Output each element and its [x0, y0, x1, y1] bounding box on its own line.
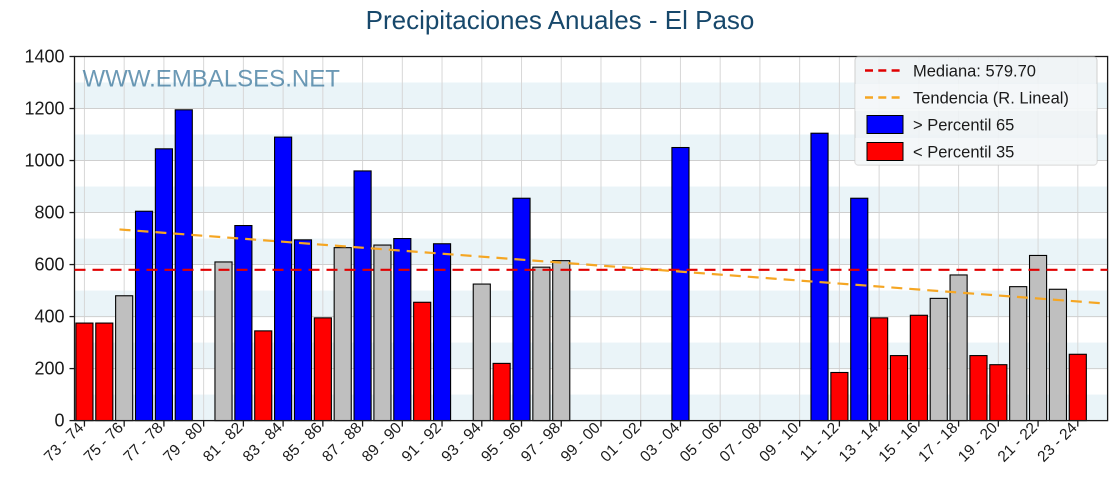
svg-text:85 - 86: 85 - 86	[280, 419, 326, 465]
svg-text:83 - 84: 83 - 84	[240, 419, 286, 465]
svg-text:77 - 78: 77 - 78	[121, 419, 167, 465]
svg-text:23 - 24: 23 - 24	[1034, 419, 1080, 465]
svg-text:93 - 94: 93 - 94	[438, 419, 484, 465]
svg-text:1000: 1000	[24, 151, 64, 171]
svg-text:WWW.EMBALSES.NET: WWW.EMBALSES.NET	[83, 66, 341, 93]
svg-text:01 - 02: 01 - 02	[597, 419, 643, 465]
svg-text:19 - 20: 19 - 20	[955, 419, 1001, 465]
svg-text:1200: 1200	[24, 99, 64, 119]
svg-text:97 - 98: 97 - 98	[518, 419, 564, 465]
svg-text:91 - 92: 91 - 92	[399, 419, 445, 465]
svg-text:79 - 80: 79 - 80	[160, 419, 206, 465]
svg-text:75 - 76: 75 - 76	[81, 419, 127, 465]
svg-text:11 - 12: 11 - 12	[797, 419, 842, 464]
svg-text:600: 600	[34, 255, 64, 275]
svg-text:15 - 16: 15 - 16	[876, 419, 922, 465]
svg-text:03 - 04: 03 - 04	[637, 419, 683, 465]
svg-text:99 - 00: 99 - 00	[558, 419, 604, 465]
svg-text:> Percentil 65: > Percentil 65	[913, 117, 1014, 135]
svg-text:05 - 06: 05 - 06	[677, 419, 723, 465]
svg-text:Mediana: 579.70: Mediana: 579.70	[913, 63, 1036, 81]
svg-text:1400: 1400	[24, 47, 64, 67]
svg-text:< Percentil 35: < Percentil 35	[913, 144, 1014, 162]
svg-text:95 - 96: 95 - 96	[478, 419, 524, 465]
svg-text:89 - 90: 89 - 90	[359, 419, 405, 465]
svg-text:07 - 08: 07 - 08	[717, 419, 763, 465]
svg-text:800: 800	[34, 203, 64, 223]
svg-text:17 - 18: 17 - 18	[915, 419, 961, 465]
svg-text:0: 0	[54, 411, 64, 431]
svg-text:13 - 14: 13 - 14	[836, 419, 882, 465]
svg-text:21 - 22: 21 - 22	[995, 419, 1041, 465]
svg-text:87 - 88: 87 - 88	[319, 419, 365, 465]
svg-text:81 - 82: 81 - 82	[200, 419, 246, 465]
svg-text:09 - 10: 09 - 10	[756, 419, 802, 465]
svg-text:Precipitaciones Anuales - El P: Precipitaciones Anuales - El Paso	[366, 5, 755, 35]
svg-text:Tendencia (R. Lineal): Tendencia (R. Lineal)	[913, 90, 1069, 108]
svg-text:200: 200	[34, 359, 64, 379]
svg-text:400: 400	[34, 307, 64, 327]
